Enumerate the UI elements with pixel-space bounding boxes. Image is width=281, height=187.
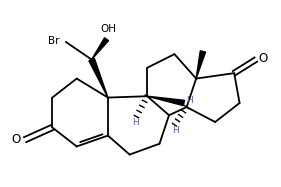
Text: O: O	[259, 52, 268, 65]
Polygon shape	[147, 96, 184, 106]
Text: OH: OH	[100, 24, 116, 34]
Text: H: H	[133, 117, 139, 126]
Text: O: O	[12, 133, 21, 146]
Polygon shape	[89, 58, 108, 98]
Polygon shape	[196, 51, 206, 79]
Text: H: H	[173, 126, 179, 135]
Polygon shape	[92, 38, 108, 60]
Text: Br: Br	[47, 36, 59, 46]
Text: H: H	[187, 96, 193, 105]
